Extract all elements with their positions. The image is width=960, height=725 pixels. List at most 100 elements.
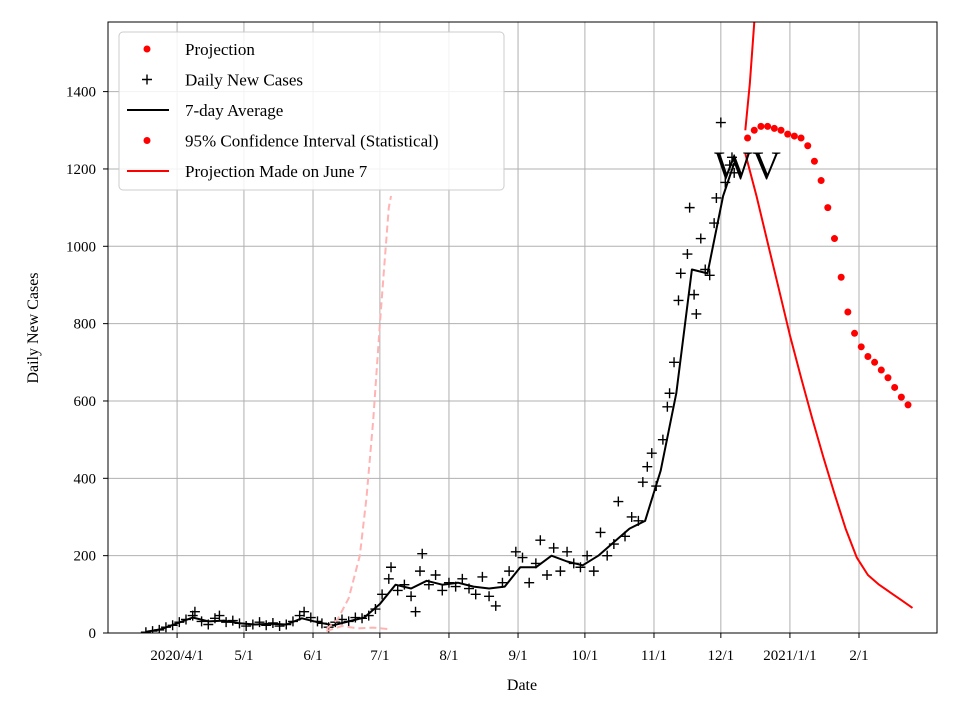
data-point — [695, 233, 706, 244]
series-line — [744, 22, 756, 131]
data-point — [555, 566, 566, 577]
projection-point — [904, 401, 912, 409]
series-line — [145, 162, 736, 633]
data-point — [299, 606, 310, 617]
legend-label: 95% Confidence Interval (Statistical) — [185, 132, 439, 151]
y-tick-label: 600 — [74, 394, 97, 410]
x-tick-label: 12/1 — [708, 648, 735, 664]
data-point — [684, 202, 695, 213]
axis-ticks: 2020/4/1 5/1 6/1 7/1 8/1 9/1 10/1 11/1 12/1 2021/… — [66, 85, 869, 664]
projection-point — [810, 157, 818, 165]
y-tick-label: 200 — [74, 549, 97, 565]
data-point — [410, 606, 421, 617]
projection-point — [830, 235, 838, 243]
legend-item-95-confidence-interval-statistical: 95% Confidence Interval (Statistical) — [143, 132, 439, 151]
y-tick-label: 1200 — [66, 162, 96, 178]
data-point — [548, 542, 559, 553]
projection-point — [897, 393, 905, 401]
series-projection — [744, 122, 912, 409]
y-tick-label: 400 — [74, 471, 97, 487]
data-point — [524, 577, 535, 588]
data-point — [430, 569, 441, 580]
projection-point — [891, 383, 899, 391]
legend-marker — [142, 74, 152, 85]
projection-point — [797, 134, 805, 142]
data-point — [490, 600, 501, 611]
x-tick-label: 2021/1/1 — [763, 648, 816, 664]
data-point — [406, 591, 417, 602]
x-tick-label: 7/1 — [370, 648, 389, 664]
data-point — [477, 571, 488, 582]
series-projection-made-on-june-7 — [325, 195, 392, 630]
data-point — [637, 477, 648, 488]
data-point — [261, 620, 272, 631]
data-point — [711, 192, 722, 203]
x-tick-label: 9/1 — [508, 648, 527, 664]
projection-point — [804, 142, 812, 150]
data-point — [484, 591, 495, 602]
plot-frame — [107, 21, 938, 634]
legend: Projection Daily New Cases 7-day Average 95… — [118, 31, 505, 191]
data-point — [470, 589, 481, 600]
legend-label: 7-day Average — [185, 101, 283, 120]
projection-point — [824, 204, 832, 212]
data-point — [588, 566, 599, 577]
legend-box — [118, 31, 505, 191]
data-point — [595, 527, 606, 538]
data-point — [383, 573, 394, 584]
projection-point — [777, 126, 785, 134]
data-point — [241, 621, 252, 632]
data-point — [504, 566, 515, 577]
data-point — [392, 585, 403, 596]
legend-label: Projection — [185, 40, 255, 59]
data-point — [675, 268, 686, 279]
projection-point — [851, 329, 859, 337]
projection-point — [844, 308, 852, 316]
projection-point — [770, 124, 778, 132]
series-95-confidence-interval-statistical — [744, 22, 756, 131]
projection-point — [750, 126, 758, 134]
series-line — [744, 153, 914, 609]
y-axis-label: Daily New Cases — [25, 272, 42, 383]
legend-item-projection-made-on-june-7: Projection Made on June 7 — [127, 162, 368, 181]
data-point — [582, 550, 593, 561]
projection-point — [784, 130, 792, 138]
data-point — [437, 585, 448, 596]
data-point — [715, 117, 726, 128]
data-point — [517, 552, 528, 563]
data-point — [417, 548, 428, 559]
series-line — [326, 625, 391, 633]
data-point — [254, 617, 265, 628]
projection-point — [757, 122, 765, 130]
data-point — [399, 579, 410, 590]
data-point — [662, 401, 673, 412]
annotation-layer: WV — [714, 143, 781, 188]
x-axis-label: Date — [507, 677, 537, 694]
legend-item-projection: Projection — [143, 40, 255, 59]
legend-marker — [143, 45, 151, 53]
plot-area — [140, 22, 914, 633]
data-point — [377, 589, 388, 600]
data-point — [414, 566, 425, 577]
data-point — [664, 388, 675, 399]
legend-label: Projection Made on June 7 — [185, 162, 368, 181]
projection-point — [857, 343, 865, 351]
x-tick-label: 2/1 — [849, 648, 868, 664]
projection-point — [817, 177, 825, 185]
projection-point — [790, 132, 798, 140]
legend-item-7-day-average: 7-day Average — [127, 101, 283, 120]
data-point — [689, 289, 700, 300]
series-7-day-average — [145, 162, 736, 633]
x-tick-label: 10/1 — [572, 648, 599, 664]
data-point — [350, 612, 361, 623]
data-point — [646, 448, 657, 459]
projection-point — [744, 134, 752, 142]
data-point — [274, 621, 285, 632]
data-point — [189, 606, 200, 617]
data-point — [542, 569, 553, 580]
projection-point — [871, 358, 879, 366]
x-tick-label: 6/1 — [303, 648, 322, 664]
data-point — [726, 152, 737, 163]
